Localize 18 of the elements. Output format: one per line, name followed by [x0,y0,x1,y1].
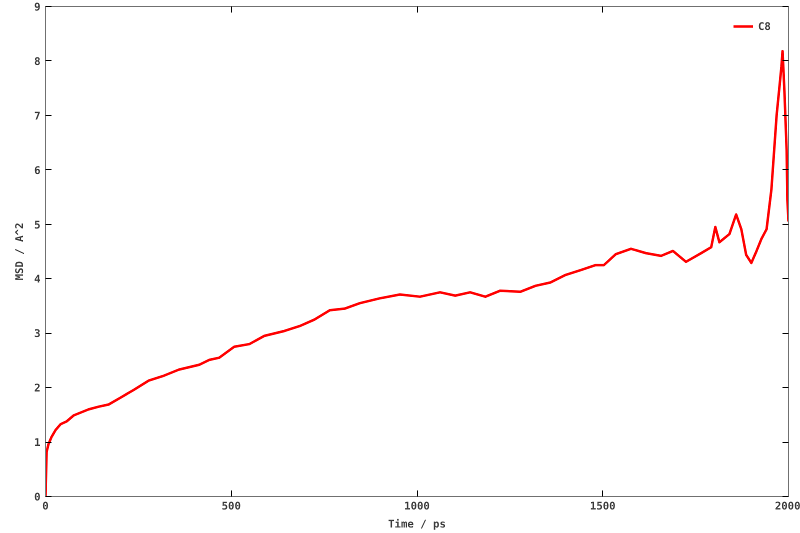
x-tick-label: 2000 [774,500,800,512]
x-tick-label: 1000 [404,500,430,512]
y-axis-title: MSD / A^2 [13,222,26,280]
y-tick-label: 0 [34,490,41,504]
y-tick-label: 4 [34,272,41,286]
y-tick-label: 1 [34,436,41,450]
x-axis-title: Time / ps [388,518,446,530]
x-tick-label: 1500 [590,500,616,512]
x-tick-label: 500 [222,500,241,512]
legend-label: C8 [758,20,772,32]
y-tick-label: 3 [34,327,41,340]
y-tick-label: 2 [34,382,41,395]
x-tick-label: 0 [42,500,49,512]
y-tick-label: 8 [34,54,41,68]
y-tick-label: 9 [34,0,41,14]
y-tick-label: 7 [34,109,41,122]
y-tick-label: 5 [34,218,41,232]
y-tick-label: 6 [34,164,41,177]
